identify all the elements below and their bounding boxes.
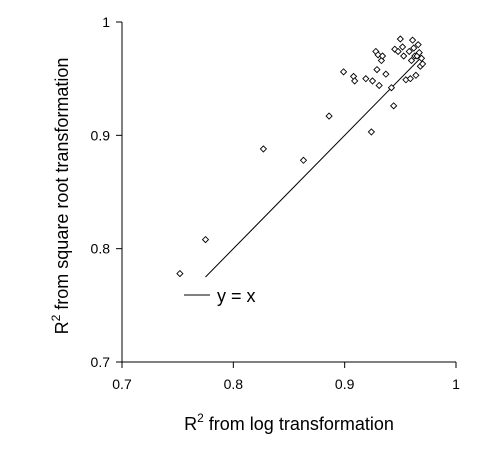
data-point [418, 60, 427, 68]
data-point [406, 75, 414, 83]
x-tick-label: 0.8 [224, 376, 244, 392]
data-point [176, 269, 184, 278]
data-point [417, 54, 426, 62]
legend: y = x [184, 286, 256, 306]
y-axis-label-base: R [52, 321, 72, 334]
data-points [176, 35, 427, 278]
data-point [259, 145, 268, 153]
axes: 0.7 0.8 0.9 1 0.7 0.8 0.9 1 [91, 14, 461, 392]
data-point [407, 56, 416, 65]
data-point [396, 35, 404, 43]
data-point [390, 102, 398, 110]
data-point [368, 77, 377, 85]
data-point [414, 41, 422, 49]
data-point [201, 235, 210, 244]
x-axis-label-text: from log transformation [204, 414, 394, 434]
data-point [351, 77, 359, 85]
x-axis-label: R2 from log transformation [184, 411, 394, 434]
data-point [367, 128, 376, 136]
data-point [408, 36, 417, 44]
x-axis-label-base: R [184, 414, 197, 434]
y-axis-label: R2 from square root transformation [49, 58, 72, 335]
data-point [387, 84, 396, 92]
y-axis-label-superscript: 2 [49, 314, 63, 321]
data-point [378, 52, 387, 60]
data-point [415, 48, 423, 57]
x-tick-label: 1 [452, 376, 460, 392]
y-tick-label: 0.7 [91, 354, 111, 370]
data-point [375, 81, 383, 90]
data-point [398, 43, 407, 51]
y-axis-label-text: from square root transformation [52, 58, 72, 315]
x-tick-label: 0.9 [335, 376, 355, 392]
x-ticks: 0.7 0.8 0.9 1 [112, 362, 460, 392]
y-ticks: 0.7 0.8 0.9 1 [91, 14, 122, 370]
data-point [394, 47, 402, 56]
y-tick-label: 1 [102, 14, 110, 30]
data-point [405, 47, 413, 56]
y-tick-label: 0.8 [91, 241, 111, 257]
x-tick-label: 0.7 [112, 376, 132, 392]
reference-line-y-equals-x [205, 55, 423, 278]
data-point [373, 65, 381, 74]
legend-label: y = x [217, 286, 256, 306]
data-point [299, 156, 308, 164]
data-point [325, 112, 333, 120]
data-point [339, 68, 348, 76]
data-point [400, 52, 408, 60]
data-point [362, 75, 370, 83]
data-point [382, 70, 390, 78]
x-axis-label-superscript: 2 [197, 411, 204, 425]
data-point [412, 71, 420, 79]
y-tick-label: 0.9 [91, 127, 111, 143]
data-point [410, 44, 418, 52]
